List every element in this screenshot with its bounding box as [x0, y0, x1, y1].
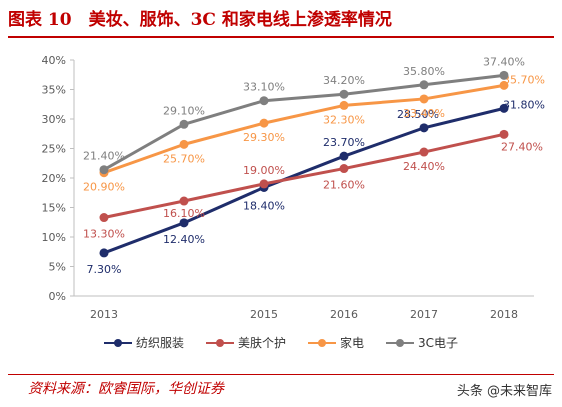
data-label: 18.40% [243, 199, 285, 212]
y-tick-label: 20% [42, 172, 66, 185]
data-label: 7.30% [87, 263, 122, 276]
data-label: 28.50% [397, 108, 439, 121]
y-tick-label: 10% [42, 231, 66, 244]
chart-title: 图表 10 美妆、服饰、3C 和家电线上渗透率情况 [8, 10, 392, 30]
data-label: 37.40% [483, 55, 525, 68]
data-label: 25.70% [163, 152, 205, 165]
data-point [179, 139, 189, 149]
legend-item: 家电 [308, 334, 364, 351]
y-tick-label: 15% [42, 202, 66, 215]
data-label: 24.40% [403, 160, 445, 173]
data-point [259, 96, 269, 106]
data-label: 13.30% [83, 228, 125, 241]
x-tick-label: 2013 [90, 308, 118, 321]
data-label: 35.80% [403, 65, 445, 78]
data-point [259, 118, 269, 128]
data-label: 34.20% [323, 74, 365, 87]
legend-label: 3C电子 [418, 336, 459, 350]
footer-divider [8, 374, 554, 375]
legend-label: 家电 [340, 336, 365, 350]
y-tick-label: 5% [49, 261, 66, 274]
title-divider [8, 36, 554, 38]
chart-legend: 纺织服装 美肤个护 家电 3C电子 [0, 334, 562, 351]
data-point [99, 248, 109, 258]
legend-item: 纺织服装 [103, 334, 184, 351]
data-label: 21.40% [83, 150, 125, 163]
data-point [339, 89, 349, 99]
data-point [499, 103, 509, 113]
legend-swatch [386, 338, 415, 348]
data-point [419, 123, 429, 133]
y-tick-label: 40% [42, 54, 66, 67]
data-point [419, 94, 429, 104]
data-point [499, 70, 509, 80]
y-tick-label: 25% [42, 143, 66, 156]
data-point [99, 213, 109, 223]
data-point [259, 179, 269, 189]
data-point [179, 218, 189, 228]
legend-swatch [205, 338, 234, 348]
data-label: 33.10% [243, 81, 285, 94]
data-label: 31.80% [503, 98, 545, 111]
line-chart: 0% 5% 10% 15% 20% 25% 30% 35% 40% 2013 2015 2016 201… [42, 54, 545, 321]
data-label: 19.00% [243, 164, 285, 177]
legend-swatch [308, 338, 336, 348]
data-label: 33.40% [403, 107, 445, 120]
x-tick-label: 2018 [490, 308, 518, 321]
source-note: 资料来源：欧睿国际，华创证券 [28, 381, 224, 397]
legend-item: 3C电子 [386, 334, 458, 351]
data-point [419, 80, 429, 90]
data-point [179, 119, 189, 129]
data-label: 27.40% [501, 140, 543, 153]
watermark: 头条 @未来智库 [456, 384, 552, 399]
y-tick-label: 30% [42, 113, 66, 126]
x-tick-label: 2015 [250, 308, 278, 321]
data-point [339, 100, 349, 110]
y-tick-label: 35% [42, 84, 66, 97]
y-tick-label: 0% [49, 290, 66, 303]
x-tick-label: 2016 [330, 308, 358, 321]
data-label: 21.60% [323, 179, 365, 192]
data-point [419, 147, 429, 157]
data-label: 29.10% [163, 104, 205, 117]
legend-label: 美肤个护 [237, 336, 286, 350]
x-tick-label: 2017 [410, 308, 438, 321]
data-label: 35.70% [503, 73, 545, 86]
data-label: 12.40% [163, 233, 205, 246]
series-line [103, 106, 505, 255]
data-point [339, 151, 349, 161]
legend-label: 纺织服装 [135, 336, 184, 350]
data-point [499, 80, 509, 90]
data-point [339, 164, 349, 174]
data-label: 32.30% [323, 113, 365, 126]
data-point [499, 129, 509, 139]
data-label: 20.90% [83, 181, 125, 194]
data-label: 23.70% [323, 136, 365, 149]
data-label: 16.10% [163, 207, 205, 220]
series-line [103, 83, 505, 175]
data-point [179, 196, 189, 206]
data-point [99, 165, 109, 175]
series-line [103, 132, 505, 219]
legend-item: 美肤个护 [205, 334, 286, 351]
data-label: 29.30% [243, 131, 285, 144]
series-line [103, 73, 505, 172]
legend-swatch [103, 338, 132, 348]
